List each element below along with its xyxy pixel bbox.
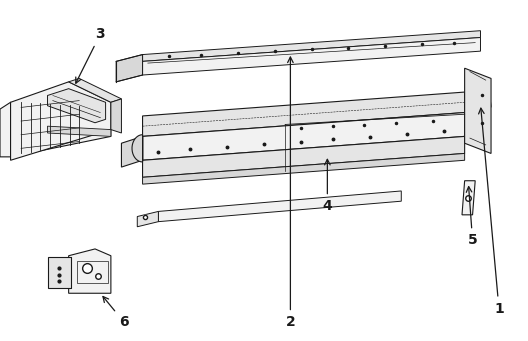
Text: 5: 5 [466, 187, 477, 248]
Polygon shape [0, 102, 111, 157]
Polygon shape [69, 78, 121, 102]
Polygon shape [11, 82, 111, 160]
Polygon shape [48, 126, 111, 136]
Text: 2: 2 [286, 57, 295, 329]
Polygon shape [143, 153, 465, 184]
Text: 1: 1 [478, 108, 504, 316]
Polygon shape [143, 38, 480, 75]
Text: 4: 4 [323, 159, 332, 213]
Text: 3: 3 [76, 27, 105, 83]
Polygon shape [462, 181, 475, 215]
Polygon shape [48, 257, 71, 288]
Polygon shape [116, 55, 143, 82]
Polygon shape [69, 249, 111, 293]
Text: 6: 6 [103, 296, 129, 329]
Polygon shape [137, 211, 158, 227]
Polygon shape [158, 191, 401, 222]
Polygon shape [143, 136, 465, 177]
Polygon shape [465, 68, 491, 153]
Polygon shape [143, 92, 465, 136]
Polygon shape [48, 89, 106, 123]
Polygon shape [121, 136, 143, 167]
Polygon shape [143, 113, 465, 160]
Polygon shape [143, 31, 480, 61]
Polygon shape [132, 135, 143, 162]
Polygon shape [111, 99, 121, 133]
